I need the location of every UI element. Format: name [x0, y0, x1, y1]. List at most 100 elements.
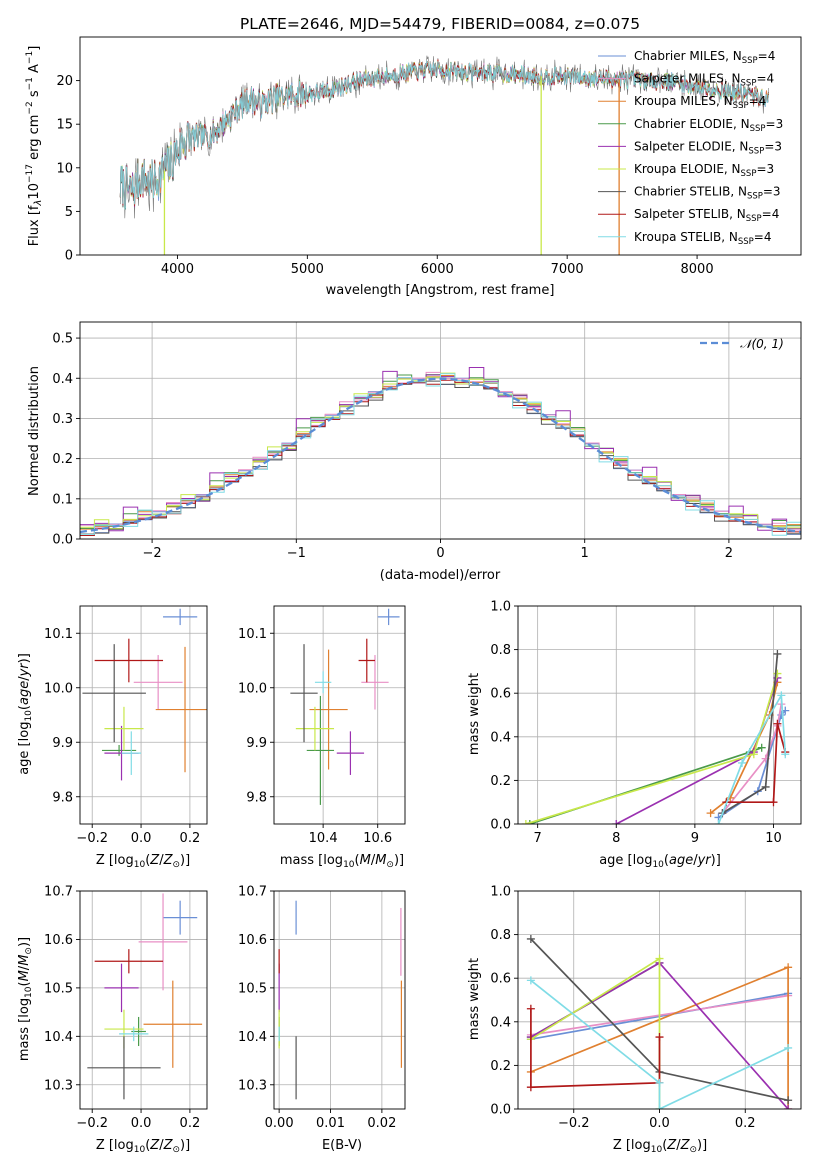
x-tick-label: 0.2 [180, 1116, 201, 1131]
y-tick-label: 10.4 [44, 1030, 73, 1045]
axes-frame [79, 605, 208, 825]
y-tick-label: 9.8 [246, 790, 267, 805]
axes-frame [517, 605, 802, 825]
y-tick-label: 0.5 [52, 332, 73, 347]
weight-marker [526, 934, 535, 943]
y-tick-label: 0.2 [52, 452, 73, 467]
y-tick-label: 0.8 [490, 928, 511, 943]
weight-marker [738, 758, 747, 767]
weight-line-salpeter-stelib [530, 1008, 661, 1089]
weight-marker [784, 1105, 793, 1109]
y-tick-label: 0.8 [490, 643, 511, 658]
y-tick-label: 10.5 [44, 981, 73, 996]
weight-marker [521, 820, 530, 824]
weight-marker [655, 1033, 664, 1042]
errorbar-chabrier-miles [163, 608, 198, 626]
x-tick-label: −2 [143, 546, 162, 561]
legend-label-chabrier-elodie: Chabrier ELODIE, NSSP=3 [634, 117, 783, 134]
residuals-panel: −2 −1 0 1 2 0.0 0.1 0.2 0.3 0.4 0.5 𝒩(0, 1) [52, 321, 802, 561]
weight-marker [757, 743, 766, 752]
weight-line-kroupa-miles [710, 682, 779, 814]
legend-label-salpeter-miles: Salpeter MILES, NSSP=4 [634, 72, 774, 89]
y-tick-label: 0.0 [490, 1103, 511, 1118]
y-tick-label: 10.5 [238, 981, 267, 996]
legend-label-chabrier-stelib: Chabrier STELIB, NSSP=3 [634, 185, 781, 202]
residuals-x-label: (data-model)/error [380, 568, 501, 583]
axes-frame [517, 890, 802, 1110]
y-tick-label: 0.4 [490, 1015, 511, 1030]
x-tick-label: −0.2 [558, 1116, 590, 1131]
x-tick-label: 4000 [161, 262, 194, 277]
spectrum-x-label: wavelength [Angstrom, rest frame] [326, 283, 555, 298]
x-tick-label: 10 [765, 831, 782, 846]
errorbar-salpeter-stelib [94, 949, 164, 974]
residuals-y-label: Normed distribution [27, 366, 42, 496]
y-tick-label: 20 [56, 74, 73, 89]
mass-vs-metallicity-panel: −0.2 0.0 0.2 10.3 10.4 10.5 10.6 10.7 [44, 885, 208, 1131]
errorbar-kroupa-elodie [295, 706, 335, 751]
weight-marker [714, 820, 723, 824]
weight-marker [526, 1083, 535, 1092]
y-tick-label: 9.9 [52, 736, 73, 751]
x-tick-label: 0.01 [316, 1116, 345, 1131]
weight-marker [784, 1043, 793, 1052]
weight-marker [706, 809, 715, 818]
errorbars [290, 608, 400, 805]
weight-line-salpeter-stelib [726, 723, 787, 804]
errorbar-salpeter-miles [361, 655, 389, 710]
weight-marker [761, 782, 770, 791]
weight-marker [769, 798, 778, 807]
age-vs-z-x-label: Z [log10(Z/Z⊙)] [96, 853, 190, 870]
weight-marker [526, 1004, 535, 1013]
y-tick-label: 10.7 [44, 885, 73, 900]
legend-label-chabrier-miles: Chabrier MILES, NSSP=4 [634, 49, 775, 66]
model-spectrum-kroupa-stelib [119, 60, 769, 210]
legend-label-kroupa-elodie: Kroupa ELODIE, NSSP=3 [634, 162, 774, 179]
weight-marker [655, 1078, 664, 1087]
errorbar-salpeter-miles [133, 655, 183, 710]
x-tick-label: 0.02 [367, 1116, 396, 1131]
gaussian-curve [80, 377, 801, 534]
mass-vs-ebv-panel: 0.00 0.01 0.02 10.3 10.4 10.5 10.6 10.7 [238, 885, 406, 1131]
ebv-x-label: E(B-V) [322, 1138, 362, 1153]
y-tick-label: 0.4 [490, 730, 511, 745]
axes-frame [273, 605, 406, 825]
errorbar-salpeter-elodie [336, 731, 365, 775]
x-tick-label: 0.0 [649, 1116, 670, 1131]
y-tick-label: 1.0 [490, 600, 511, 615]
weight-line-salpeter-miles [721, 703, 783, 814]
errorbar-kroupa-miles [309, 649, 348, 770]
weight-marker [777, 691, 786, 700]
axes-frame [273, 890, 406, 1110]
y-tick-label: 0 [65, 249, 73, 264]
y-tick-label: 10.6 [238, 933, 267, 948]
spectrum-panel: 4000 5000 6000 7000 8000 0 5 10 15 20 Chabrier MIL… [56, 36, 802, 277]
errorbar-chabrier-miles [377, 608, 400, 626]
weight-line-kroupa-stelib [717, 692, 787, 824]
weight-line-kroupa-stelib [530, 979, 789, 1109]
x-tick-label: 8000 [681, 262, 714, 277]
chart-title: PLATE=2646, MJD=54479, FIBERID=0084, z=0… [240, 15, 640, 33]
y-tick-label: 9.9 [246, 736, 267, 751]
axes-frame [79, 36, 802, 256]
errorbar-kroupa-stelib [314, 671, 332, 694]
y-tick-label: 10.3 [238, 1078, 267, 1093]
mw-vs-age-y-label: mass weight [467, 673, 482, 755]
legend-label-kroupa-miles: Kroupa MILES, NSSP=4 [634, 94, 766, 111]
x-tick-label: −1 [287, 546, 306, 561]
y-tick-label: 9.8 [52, 790, 73, 805]
errorbar-salpeter-miles [138, 893, 188, 991]
y-tick-label: 10.4 [238, 1030, 267, 1045]
errorbar-chabrier-elodie [306, 695, 335, 805]
y-tick-label: 10.6 [44, 933, 73, 948]
x-tick-label: −0.2 [76, 1116, 108, 1131]
mass-weight-vs-metallicity-panel: −0.2 0.0 0.2 0.0 0.2 0.4 0.6 0.8 1.0 [490, 885, 802, 1131]
weight-marker [781, 750, 790, 759]
weight-marker [773, 649, 782, 658]
errorbar-kroupa-elodie [104, 706, 144, 751]
errorbar-salpeter-stelib [94, 638, 164, 683]
legend-label-salpeter-elodie: Salpeter ELODIE, NSSP=3 [634, 139, 782, 156]
age-vs-metallicity-panel: −0.2 0.0 0.2 9.8 9.9 10.0 10.1 [44, 605, 208, 846]
legend-label-kroupa-stelib: Kroupa STELIB, NSSP=4 [634, 230, 772, 247]
